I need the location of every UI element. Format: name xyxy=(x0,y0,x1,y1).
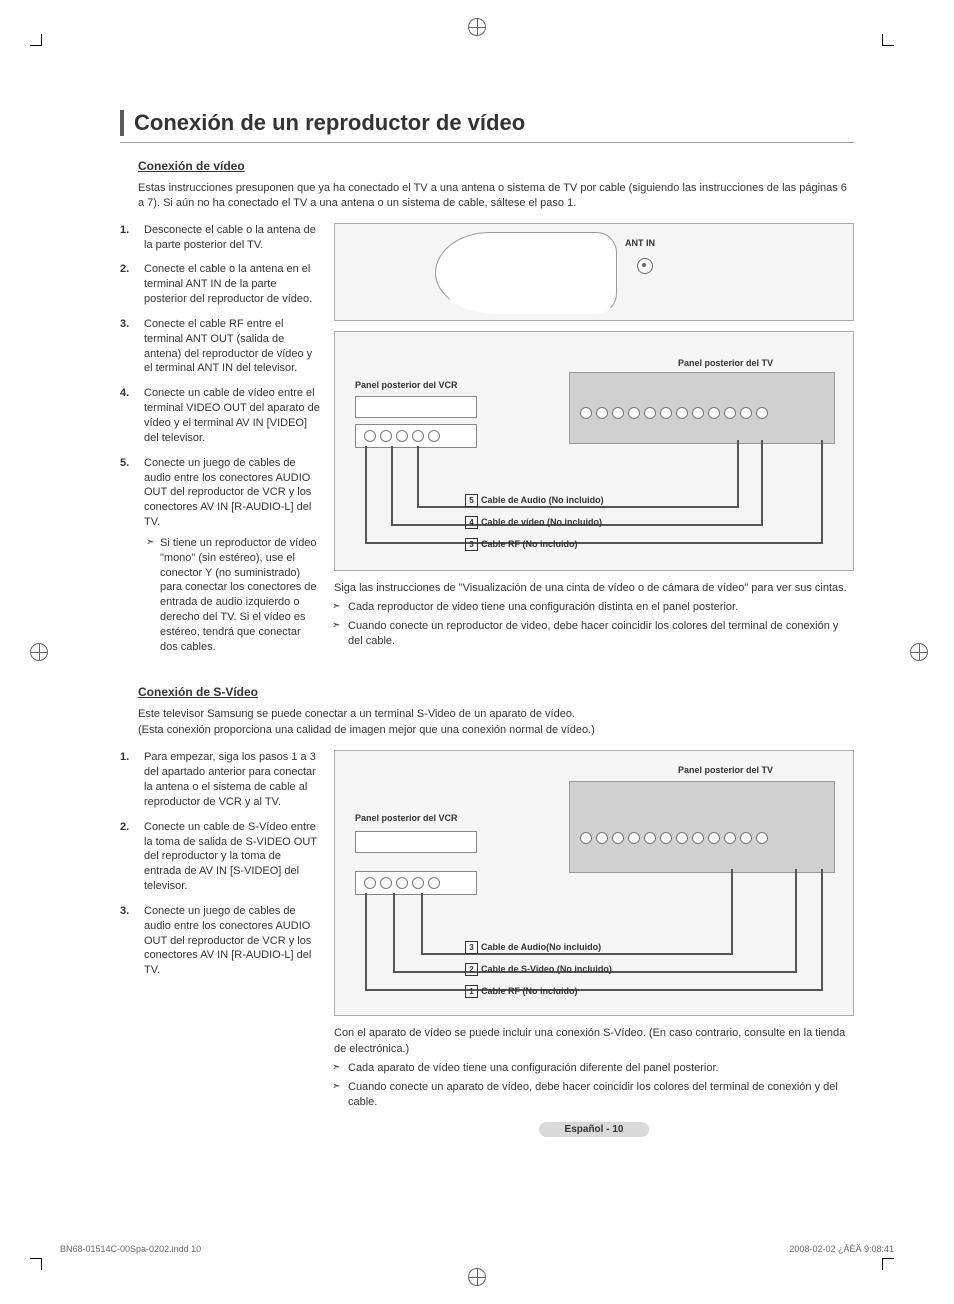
registration-mark-icon xyxy=(910,643,928,661)
hand-icon xyxy=(435,232,617,314)
step-item: Conecte un juego de cables de audio entr… xyxy=(120,904,320,978)
step-item: Conecte el cable o la antena en el termi… xyxy=(120,262,320,307)
step-item: Conecte el cable RF entre el terminal AN… xyxy=(120,317,320,376)
diagram-ant-in: ANT IN xyxy=(334,223,854,321)
section2-notes: Con el aparato de vídeo se puede incluir… xyxy=(334,1026,854,1109)
section2-heading: Conexión de S-Vídeo xyxy=(138,685,854,699)
diagram-svideo-conn: Panel posterior del TV Panel posterior d… xyxy=(334,750,854,1016)
page-badge: Español - 10 xyxy=(539,1122,649,1137)
registration-mark-icon xyxy=(468,18,486,36)
section1-heading: Conexión de vídeo xyxy=(138,159,854,173)
step5-note: Si tiene un reproductor de vídeo "mono" … xyxy=(148,536,320,655)
step-item: Desconecte el cable o la antena de la pa… xyxy=(120,223,320,253)
section1-notes: Siga las instrucciones de "Visualización… xyxy=(334,581,854,649)
section1-steps: Desconecte el cable o la antena de la pa… xyxy=(120,223,320,655)
registration-mark-icon xyxy=(30,643,48,661)
diagram-video-conn: Panel posterior del TV Panel posterior d… xyxy=(334,331,854,571)
footer-left: BN68-01514C-00Spa-0202.indd 10 xyxy=(60,1244,201,1254)
ant-connector-icon xyxy=(637,258,653,274)
footer-right: 2008-02-02 ¿ÀÈÄ 9:08:41 xyxy=(789,1244,894,1254)
step-item: Conecte un juego de cables de audio entr… xyxy=(120,456,320,655)
section2-intro2: (Esta conexión proporciona una calidad d… xyxy=(138,723,854,738)
section2-steps: Para empezar, siga los pasos 1 a 3 del a… xyxy=(120,750,320,978)
section2-intro1: Este televisor Samsung se puede conectar… xyxy=(138,707,854,722)
step-item: Conecte un cable de vídeo entre el termi… xyxy=(120,386,320,445)
registration-mark-icon xyxy=(468,1268,486,1286)
step-item: Para empezar, siga los pasos 1 a 3 del a… xyxy=(120,750,320,809)
step-item: Conecte un cable de S-Vídeo entre la tom… xyxy=(120,820,320,894)
section1-intro: Estas instrucciones presuponen que ya ha… xyxy=(138,181,854,211)
page-title: Conexión de un reproductor de vídeo xyxy=(134,110,854,136)
